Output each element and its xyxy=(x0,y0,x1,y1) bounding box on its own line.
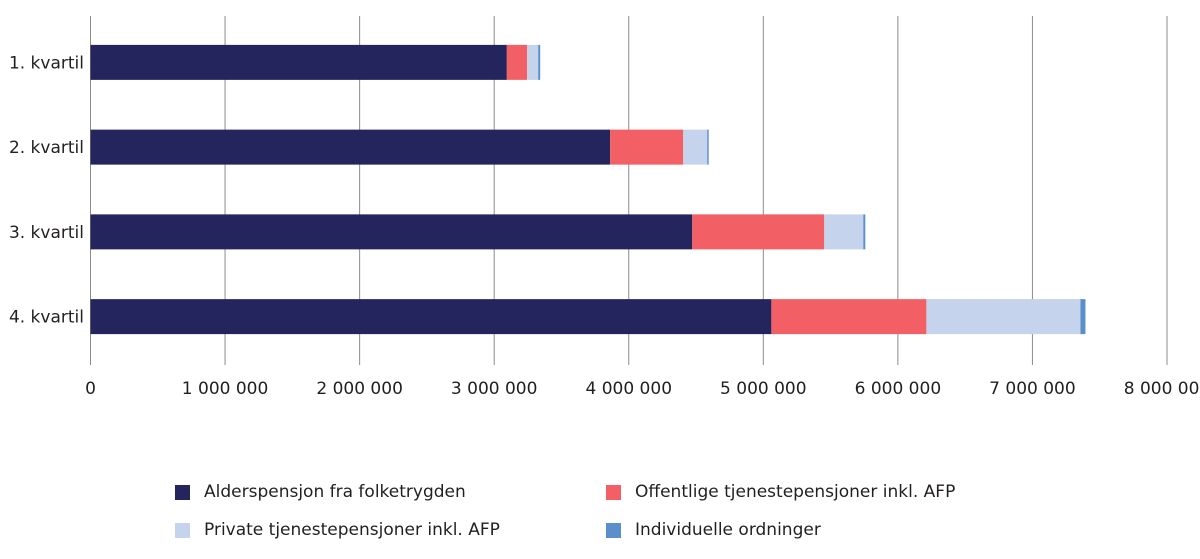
bar-segment xyxy=(90,129,611,165)
bar-segment xyxy=(506,44,528,80)
bar-segment xyxy=(824,214,864,250)
x-tick-label: 8 000 000 xyxy=(1124,379,1200,399)
bar-segment xyxy=(90,214,693,250)
bar-segment xyxy=(707,129,709,165)
x-tick-label: 7 000 000 xyxy=(989,379,1076,399)
bar-segment xyxy=(538,44,541,80)
x-tick-label: 4 000 000 xyxy=(585,379,672,399)
bar-segment xyxy=(90,44,507,80)
bar-segment xyxy=(527,44,539,80)
bar-segment xyxy=(863,214,866,250)
x-tick-label: 3 000 000 xyxy=(451,379,538,399)
x-tick-label: 1 000 000 xyxy=(182,379,269,399)
bar-segment xyxy=(1080,299,1086,335)
bar-segment xyxy=(610,129,684,165)
bar-segment xyxy=(683,129,708,165)
x-tick-label: 6 000 000 xyxy=(855,379,942,399)
bar-segment xyxy=(90,299,772,335)
bar-segment xyxy=(926,299,1081,335)
y-category-label: 3. kvartil xyxy=(9,223,84,243)
x-tick-label: 5 000 000 xyxy=(720,379,807,399)
y-category-label: 1. kvartil xyxy=(9,53,84,73)
y-category-label: 2. kvartil xyxy=(9,138,84,158)
x-tick-label: 2 000 000 xyxy=(316,379,403,399)
bar-segment xyxy=(692,214,825,250)
bar-segment xyxy=(771,299,927,335)
y-category-label: 4. kvartil xyxy=(9,308,84,328)
x-tick-label: 0 xyxy=(85,379,96,399)
